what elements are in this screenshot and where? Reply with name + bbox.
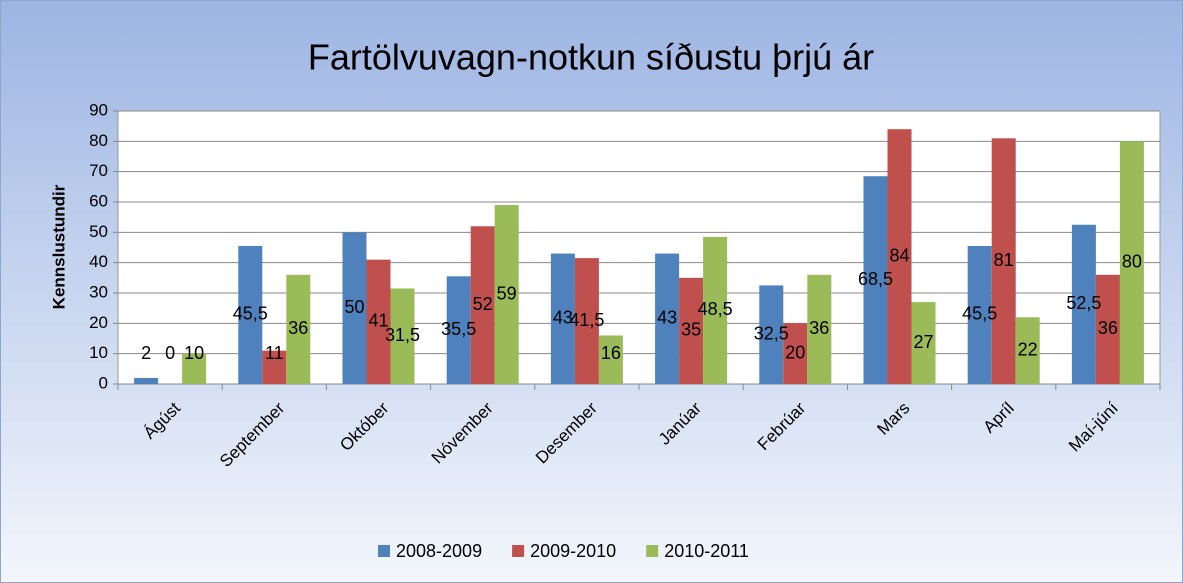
data-label: 45,5 — [962, 304, 997, 324]
data-label: 48,5 — [698, 299, 733, 319]
data-label: 10 — [184, 343, 204, 363]
data-label: 41,5 — [569, 310, 604, 330]
legend-swatch — [512, 545, 525, 557]
bar — [679, 277, 704, 384]
data-label: 59 — [497, 283, 517, 303]
y-tick-label: 10 — [89, 343, 108, 362]
y-tick-label: 80 — [89, 131, 108, 150]
y-tick-label: 70 — [89, 161, 108, 180]
y-tick-label: 60 — [89, 191, 108, 210]
data-label: 0 — [165, 343, 175, 363]
data-label: 11 — [265, 343, 284, 363]
bar — [991, 138, 1016, 384]
legend-label: 2009-2010 — [530, 541, 616, 561]
bar — [446, 276, 471, 384]
data-label: 45,5 — [233, 304, 268, 324]
bar — [182, 353, 207, 384]
legend-label: 2010-2011 — [664, 541, 749, 561]
data-label: 43 — [553, 308, 573, 328]
bar — [1095, 274, 1120, 384]
data-label: 36 — [1098, 318, 1118, 338]
bar — [783, 323, 808, 384]
data-label: 68,5 — [858, 269, 893, 289]
data-label: 16 — [601, 343, 621, 363]
bar — [655, 253, 680, 384]
legend-swatch — [378, 545, 390, 557]
bar — [574, 258, 599, 384]
data-label: 41 — [368, 311, 388, 331]
data-label: 80 — [1122, 251, 1142, 271]
bar — [494, 205, 519, 384]
data-label: 36 — [288, 318, 308, 338]
data-label: 52 — [473, 294, 493, 314]
data-label: 43 — [657, 308, 677, 328]
bar — [286, 274, 311, 384]
bar — [863, 176, 888, 384]
y-tick-label: 30 — [89, 282, 108, 301]
bar — [1119, 141, 1144, 384]
y-tick-label: 0 — [99, 373, 108, 392]
legend-swatch — [646, 545, 659, 557]
bar — [598, 335, 623, 384]
y-tick-label: 50 — [89, 222, 108, 241]
bar — [262, 350, 287, 384]
data-label: 31,5 — [385, 325, 420, 345]
data-label: 81 — [994, 250, 1014, 270]
bar — [703, 236, 728, 384]
data-label: 27 — [913, 332, 933, 352]
bar — [390, 288, 415, 384]
data-label: 35,5 — [441, 319, 476, 339]
legend-label: 2008-2009 — [396, 541, 482, 561]
data-label: 35 — [681, 320, 701, 340]
bar — [1071, 224, 1096, 384]
data-label: 22 — [1018, 339, 1038, 359]
data-label: 2 — [141, 343, 151, 363]
data-label: 20 — [785, 342, 805, 362]
bar — [1015, 317, 1040, 384]
bar — [911, 302, 936, 384]
bar — [134, 377, 159, 384]
bar — [238, 245, 263, 384]
bar — [887, 129, 912, 384]
y-axis-label: Kennslustundir — [49, 184, 68, 309]
data-label: 32,5 — [754, 323, 789, 343]
data-label: 52,5 — [1066, 293, 1101, 313]
data-label: 36 — [809, 318, 829, 338]
data-label: 50 — [344, 297, 364, 317]
data-label: 84 — [889, 245, 909, 265]
chart-title: Fartölvuvagn-notkun síðustu þrjú ár — [308, 37, 874, 78]
y-tick-label: 90 — [89, 100, 108, 119]
bar — [759, 285, 784, 384]
bar — [550, 253, 575, 384]
y-tick-label: 20 — [89, 313, 108, 332]
bar — [366, 259, 391, 384]
bar — [470, 226, 495, 384]
bar — [807, 274, 832, 384]
y-tick-label: 40 — [89, 252, 108, 271]
bar — [342, 232, 367, 384]
bar — [967, 245, 992, 384]
